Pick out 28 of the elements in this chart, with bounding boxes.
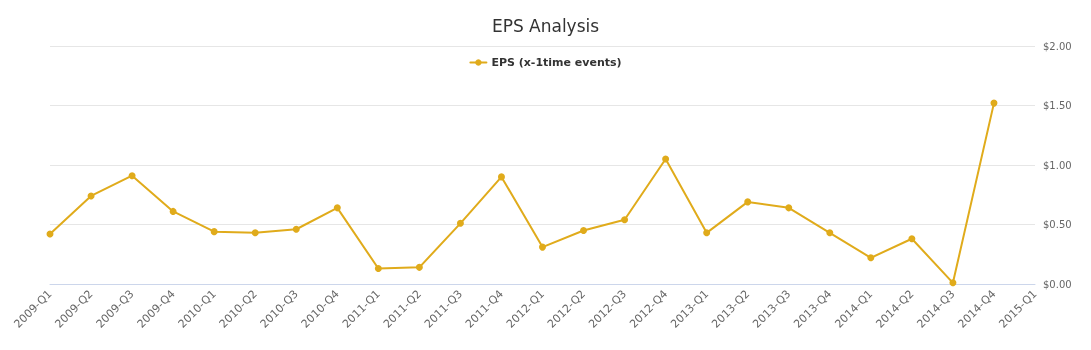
point [621, 216, 629, 224]
point [128, 172, 136, 180]
y-tick-label: $1.50 [1043, 100, 1072, 111]
point [210, 228, 218, 236]
point [415, 263, 423, 271]
point [497, 173, 505, 181]
point [456, 219, 464, 227]
point [785, 204, 793, 212]
point [949, 279, 957, 287]
point [580, 226, 588, 234]
y-tick-label: $2.00 [1043, 40, 1072, 52]
point [169, 207, 177, 215]
point [539, 243, 546, 251]
y-tick-label: $1.00 [1043, 159, 1072, 171]
point [374, 265, 382, 273]
y-tick-label: $0.50 [1043, 219, 1072, 230]
legend-label: EPS (x-1time events) [491, 56, 622, 69]
point [292, 225, 300, 233]
point [908, 235, 916, 243]
point [826, 229, 834, 237]
point [333, 204, 341, 212]
point [662, 155, 670, 163]
point [251, 229, 259, 237]
chart-title: EPS Analysis [491, 15, 600, 36]
point [744, 198, 752, 206]
y-tick-label: $0.00 [1043, 278, 1072, 290]
point [703, 229, 711, 237]
point [867, 254, 875, 262]
